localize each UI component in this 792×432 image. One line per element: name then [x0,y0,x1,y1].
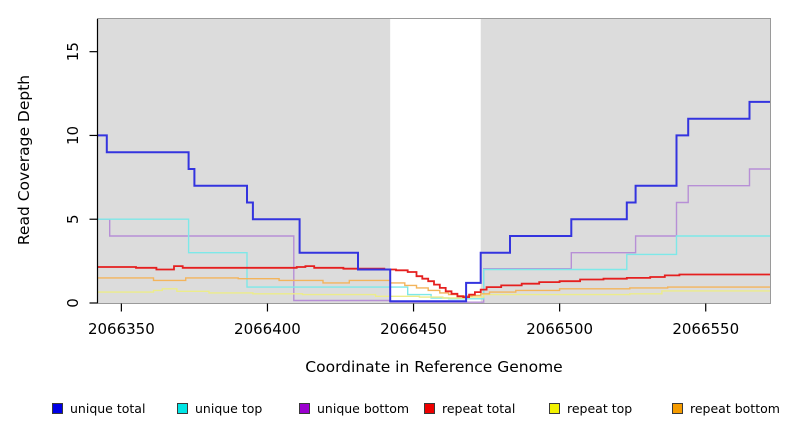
legend-swatch [299,402,310,414]
legend-label: unique bottom [317,400,410,416]
legend-item-repeat-total: repeat total [424,400,515,416]
legend-swatch [52,402,63,414]
x-tick-label: 2066400 [234,320,301,338]
legend-swatch [672,402,683,414]
legend-label: repeat bottom [690,400,780,416]
y-tick-label: 10 [64,126,82,145]
legend-label: repeat total [442,400,516,416]
series-line-repeat-top [98,288,770,299]
y-tick-label: 15 [64,42,82,61]
x-tick-label: 2066500 [526,320,593,338]
x-tick-label: 2066550 [672,320,739,338]
series-line-repeat-total [98,265,770,298]
legend-label: unique top [195,400,263,416]
y-tick-label: 5 [64,214,82,224]
legend-item-unique-total: unique total [52,400,145,416]
legend-item-repeat-top: repeat top [549,400,632,416]
y-tick-label: 0 [64,298,82,308]
legend-item-repeat-bottom: repeat bottom [672,400,780,416]
gap-highlight-band [390,19,481,303]
series-line-unique-bottom [98,168,770,303]
y-axis-label: Read Coverage Depth [15,74,33,246]
legend-swatch [177,402,188,414]
series-line-unique-total [98,100,770,303]
legend-label: unique total [70,400,146,416]
legend-swatch [549,402,560,414]
x-tick-label: 2066450 [380,320,447,338]
legend-swatch [424,402,435,414]
series-line-unique-top [98,218,770,300]
series-line-repeat-bottom [98,277,770,297]
legend-label: repeat top [567,400,633,416]
x-tick-label: 2066350 [88,320,155,338]
legend-item-unique-top: unique top [177,400,262,416]
x-axis-label: Coordinate in Reference Genome [305,358,563,376]
legend-item-unique-bottom: unique bottom [299,400,409,416]
